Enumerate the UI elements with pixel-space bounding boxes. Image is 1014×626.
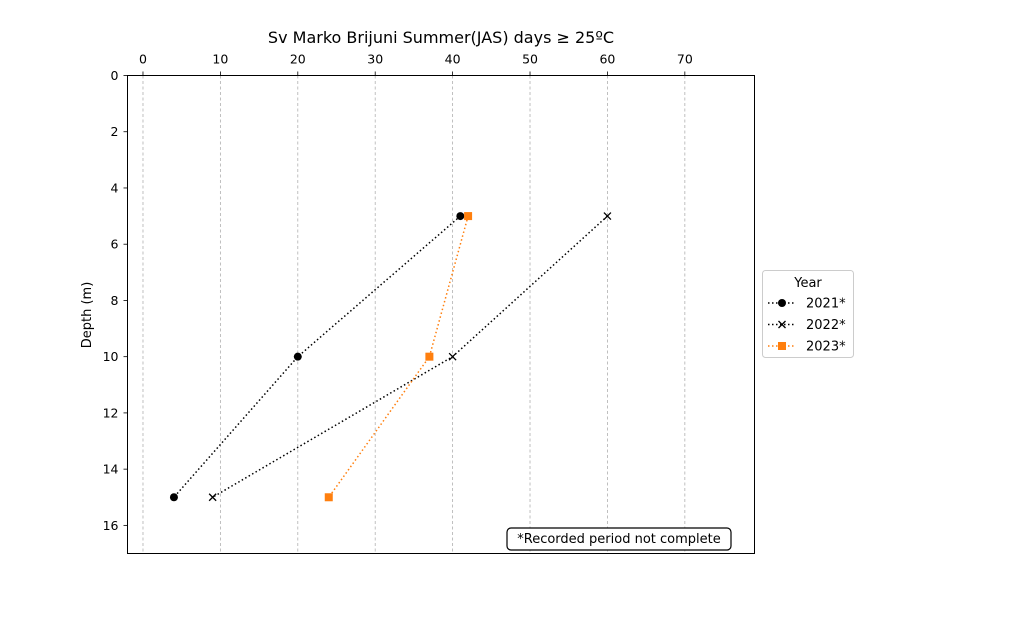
y-tick-label: 2	[111, 124, 119, 139]
grid-lines	[142, 75, 686, 554]
y-axis-label: Depth (m)	[80, 282, 95, 349]
x-tick-label: 10	[212, 52, 228, 67]
legend-marker	[778, 320, 786, 329]
x-tick-label: 20	[290, 52, 306, 67]
data-point	[425, 352, 434, 361]
series-2022	[208, 212, 612, 502]
x-tick-label: 40	[445, 52, 461, 67]
data-point	[603, 212, 612, 221]
series-2023	[324, 212, 473, 502]
legend-entry: 2021*	[768, 297, 846, 312]
note-text: *Recorded period not complete	[517, 532, 721, 547]
data-point	[464, 212, 473, 221]
y-tick-label: 14	[103, 462, 119, 477]
y-tick-label: 10	[103, 349, 119, 364]
data-point	[324, 493, 333, 502]
legend-entry: 2022*	[768, 318, 846, 333]
series-line	[212, 215, 608, 498]
y-tick-label: 12	[103, 405, 119, 420]
note-frame	[506, 527, 732, 551]
legend-marker	[778, 299, 786, 307]
data-point	[448, 352, 457, 361]
note-box: *Recorded period not complete	[506, 527, 732, 551]
y-tick-label: 4	[111, 180, 119, 195]
chart-title: Sv Marko Brijuni Summer(JAS) days ≥ 25ºC	[268, 28, 614, 47]
x-tick-label: 70	[677, 52, 693, 67]
legend-frame	[762, 270, 854, 358]
x-tick-label: 0	[139, 52, 147, 67]
x-tick-label: 60	[599, 52, 615, 67]
x-tick-label: 50	[522, 52, 538, 67]
plot-frame	[127, 75, 755, 554]
data-point	[293, 352, 302, 361]
series-layer	[169, 212, 612, 502]
y-tick-label: 0	[111, 68, 119, 83]
series-2021	[169, 212, 465, 502]
axes: 0 10 20 30 40 50 60 70 0 2 4 6 8 10 12 14 16	[103, 52, 693, 533]
legend-label: 2023*	[806, 340, 846, 355]
legend-label: 2022*	[806, 318, 846, 333]
data-point	[456, 212, 465, 221]
y-tick-label: 6	[111, 237, 119, 252]
series-line	[328, 215, 469, 498]
legend-marker	[778, 342, 786, 350]
legend-entry: 2023*	[768, 340, 846, 355]
series-line	[173, 215, 461, 498]
data-point	[169, 493, 178, 502]
data-point	[208, 493, 217, 502]
legend-title: Year	[793, 276, 822, 291]
legend-label: 2021*	[806, 297, 846, 312]
legend: Year 2021* 2022* 2023*	[762, 270, 854, 358]
y-tick-label: 16	[103, 518, 119, 533]
x-tick-label: 30	[367, 52, 383, 67]
y-tick-label: 8	[111, 293, 119, 308]
